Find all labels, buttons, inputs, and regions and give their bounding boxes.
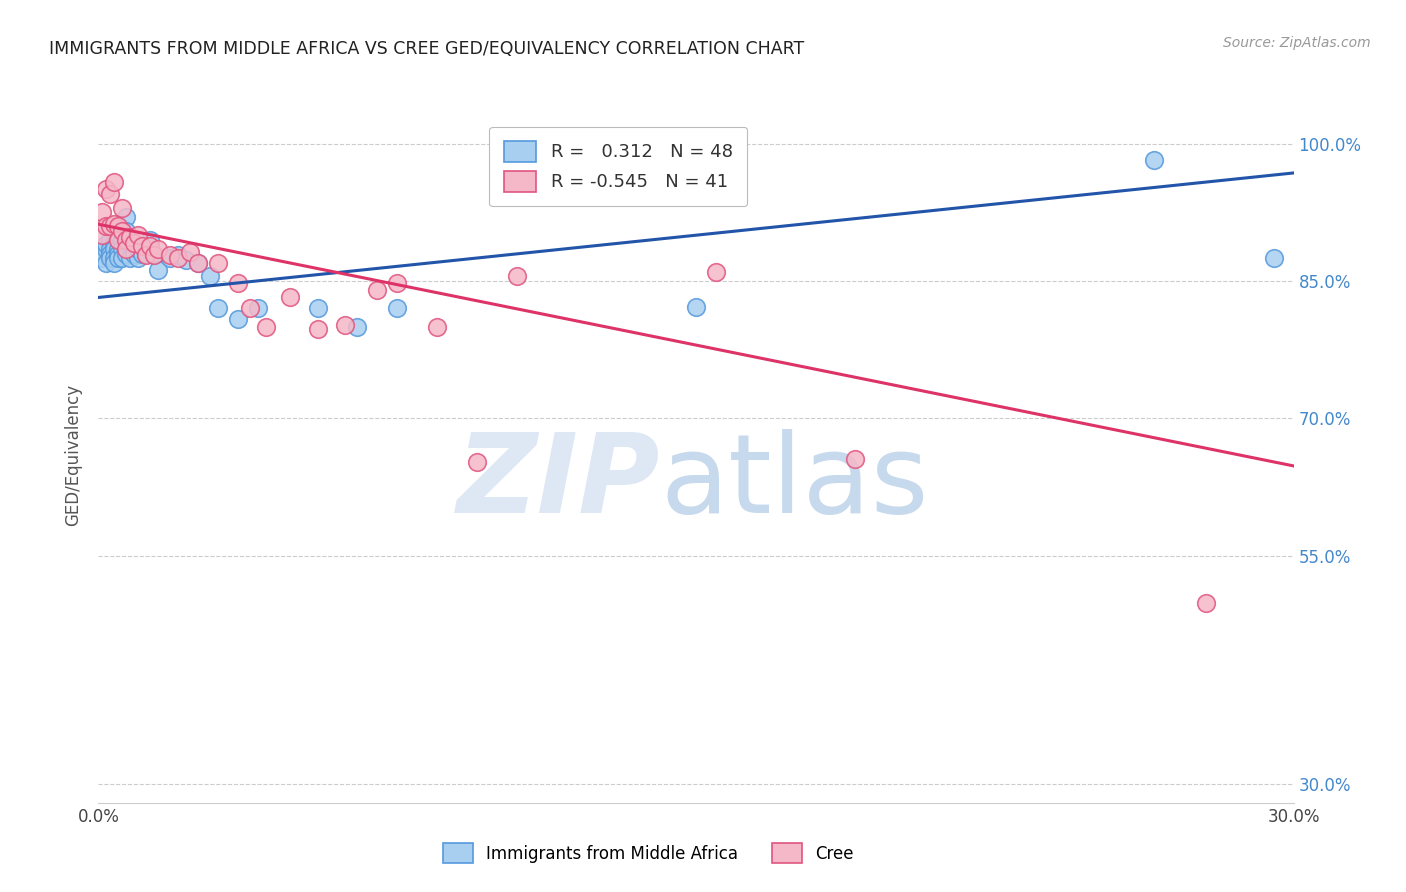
- Point: [704, 265, 727, 279]
- Point: [91, 251, 114, 265]
- Point: [187, 255, 209, 269]
- Point: [207, 255, 229, 269]
- Point: [844, 452, 866, 467]
- Point: [124, 237, 146, 252]
- Point: [148, 263, 170, 277]
- Point: [103, 175, 125, 189]
- Point: [307, 301, 329, 316]
- Point: [346, 319, 368, 334]
- Point: [127, 228, 149, 243]
- Point: [278, 290, 301, 304]
- Point: [107, 233, 129, 247]
- Point: [111, 251, 134, 265]
- Point: [103, 251, 125, 265]
- Legend: Immigrants from Middle Africa, Cree: Immigrants from Middle Africa, Cree: [434, 835, 862, 871]
- Point: [226, 312, 249, 326]
- Point: [585, 187, 607, 202]
- Point: [179, 244, 201, 259]
- Point: [159, 248, 181, 262]
- Point: [115, 224, 138, 238]
- Point: [91, 246, 114, 260]
- Point: [148, 242, 170, 256]
- Point: [107, 246, 129, 260]
- Point: [167, 248, 190, 262]
- Point: [426, 319, 449, 334]
- Point: [226, 276, 249, 290]
- Point: [98, 219, 122, 233]
- Point: [207, 301, 229, 316]
- Point: [96, 255, 118, 269]
- Point: [124, 235, 146, 250]
- Point: [98, 251, 122, 265]
- Point: [96, 242, 118, 256]
- Point: [174, 252, 197, 267]
- Point: [1143, 153, 1166, 168]
- Point: [111, 201, 134, 215]
- Point: [465, 455, 488, 469]
- Text: ZIP: ZIP: [457, 429, 661, 536]
- Point: [254, 319, 277, 334]
- Point: [111, 233, 134, 247]
- Point: [366, 283, 388, 297]
- Point: [187, 255, 209, 269]
- Point: [91, 228, 114, 243]
- Point: [111, 224, 134, 238]
- Y-axis label: GED/Equivalency: GED/Equivalency: [65, 384, 83, 526]
- Point: [1263, 251, 1285, 265]
- Point: [96, 237, 118, 252]
- Point: [124, 246, 146, 260]
- Point: [98, 242, 122, 256]
- Point: [127, 242, 149, 256]
- Point: [120, 230, 142, 244]
- Point: [246, 301, 269, 316]
- Point: [115, 233, 138, 247]
- Point: [107, 251, 129, 265]
- Point: [107, 219, 129, 233]
- Point: [115, 210, 138, 224]
- Point: [120, 237, 142, 252]
- Point: [167, 251, 190, 265]
- Point: [115, 246, 138, 260]
- Text: atlas: atlas: [661, 429, 928, 536]
- Point: [139, 239, 162, 253]
- Point: [159, 251, 181, 265]
- Point: [135, 248, 157, 262]
- Point: [98, 187, 122, 202]
- Point: [107, 242, 129, 256]
- Point: [131, 246, 153, 260]
- Point: [91, 205, 114, 219]
- Point: [143, 248, 166, 262]
- Point: [120, 251, 142, 265]
- Point: [143, 248, 166, 262]
- Point: [111, 242, 134, 256]
- Point: [335, 318, 357, 332]
- Point: [385, 301, 409, 316]
- Point: [1195, 596, 1218, 610]
- Point: [98, 233, 122, 247]
- Point: [103, 237, 125, 252]
- Point: [135, 246, 157, 260]
- Text: IMMIGRANTS FROM MIDDLE AFRICA VS CREE GED/EQUIVALENCY CORRELATION CHART: IMMIGRANTS FROM MIDDLE AFRICA VS CREE GE…: [49, 40, 804, 58]
- Point: [103, 242, 125, 256]
- Point: [127, 251, 149, 265]
- Point: [103, 217, 125, 231]
- Point: [506, 269, 529, 284]
- Point: [131, 239, 153, 253]
- Point: [685, 300, 707, 314]
- Point: [239, 301, 262, 316]
- Point: [115, 242, 138, 256]
- Point: [98, 246, 122, 260]
- Point: [198, 269, 221, 284]
- Point: [307, 321, 329, 335]
- Text: Source: ZipAtlas.com: Source: ZipAtlas.com: [1223, 36, 1371, 50]
- Point: [96, 182, 118, 196]
- Point: [385, 276, 409, 290]
- Point: [103, 255, 125, 269]
- Point: [96, 219, 118, 233]
- Point: [139, 233, 162, 247]
